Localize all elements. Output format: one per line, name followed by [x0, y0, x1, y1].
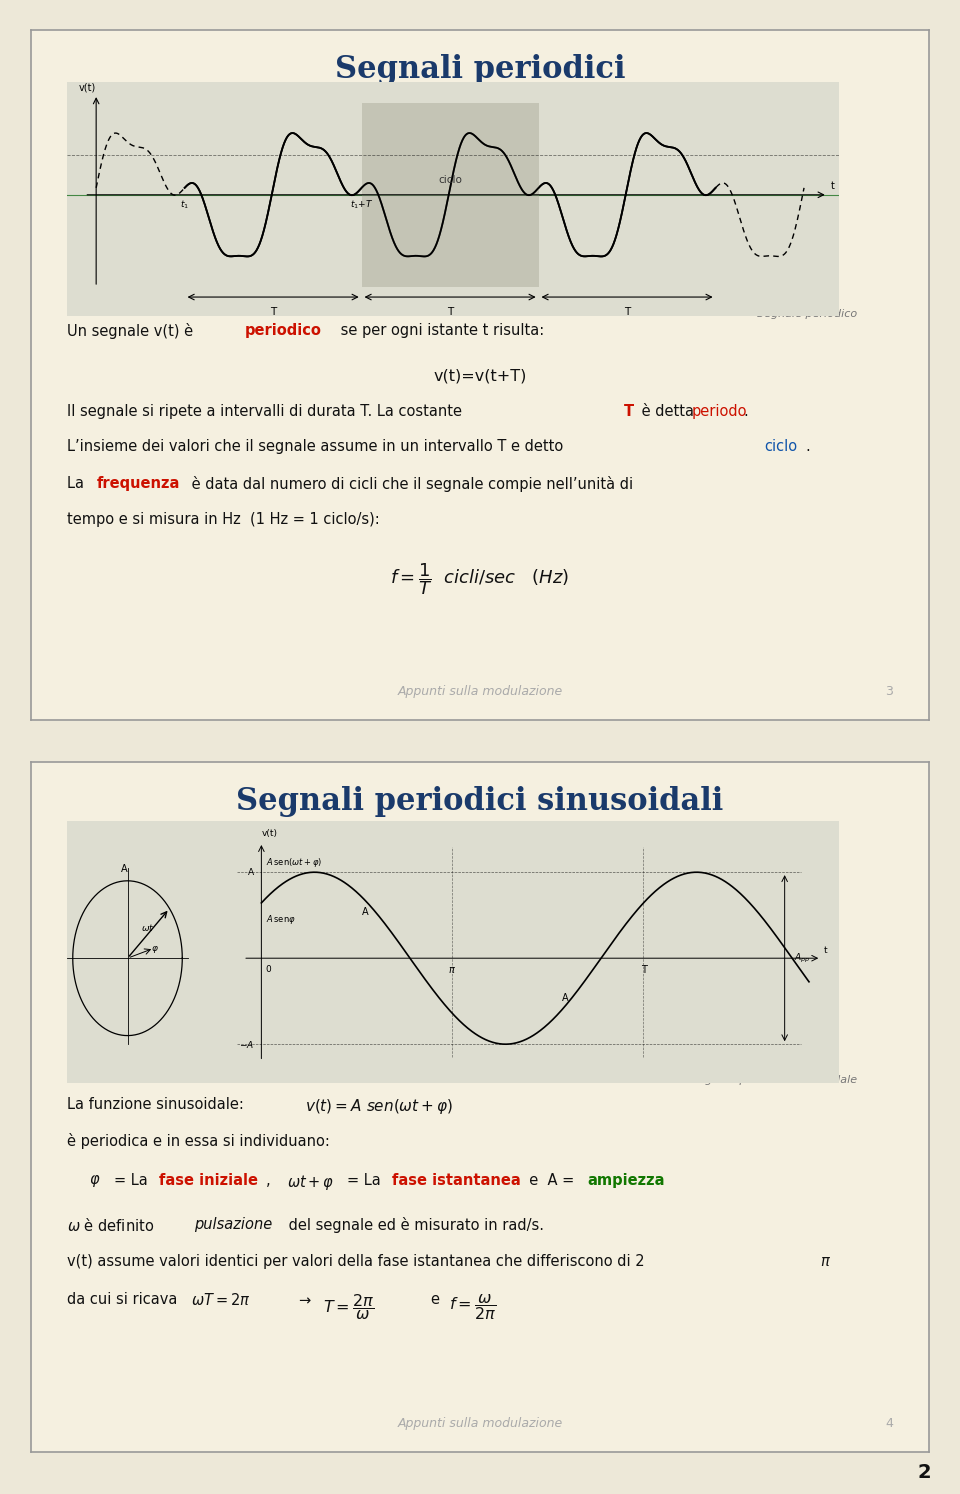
Text: $\pi$: $\pi$: [448, 965, 456, 976]
Text: $-A$: $-A$: [239, 1038, 254, 1050]
Text: del segnale ed è misurato in rad/s.: del segnale ed è misurato in rad/s.: [284, 1218, 544, 1234]
Text: v(t): v(t): [79, 82, 96, 93]
Text: periodico: periodico: [245, 323, 322, 338]
Text: T: T: [270, 308, 276, 317]
Text: periodo: periodo: [691, 403, 747, 418]
Text: è data dal numero di cicli che il segnale compie nell’unità di: è data dal numero di cicli che il segnal…: [187, 475, 634, 492]
Text: Appunti sulla modulazione: Appunti sulla modulazione: [397, 1418, 563, 1430]
Text: Segnali periodici: Segnali periodici: [335, 54, 625, 85]
Text: $\omega t + \varphi$: $\omega t + \varphi$: [287, 1173, 334, 1192]
Text: $\varphi$: $\varphi$: [151, 944, 158, 955]
Text: tempo e si misura in Hz  (1 Hz = 1 ciclo/s):: tempo e si misura in Hz (1 Hz = 1 ciclo/…: [66, 511, 379, 527]
Text: Segnale periodico: Segnale periodico: [757, 309, 857, 320]
Text: T: T: [447, 308, 453, 317]
Text: $\rightarrow$: $\rightarrow$: [296, 1292, 312, 1307]
Text: ampiezza: ampiezza: [588, 1173, 665, 1188]
Text: $\omega$ è definito: $\omega$ è definito: [66, 1218, 155, 1234]
Text: A: A: [563, 994, 569, 1002]
Text: $T = \dfrac{2\pi}{\omega}$: $T = \dfrac{2\pi}{\omega}$: [323, 1292, 374, 1322]
Text: v(t) assume valori identici per valori della fase istantanea che differiscono di: v(t) assume valori identici per valori d…: [66, 1253, 644, 1268]
Bar: [362, 103, 539, 287]
Text: T: T: [624, 308, 630, 317]
Text: .: .: [743, 403, 748, 418]
Text: $f = \dfrac{\omega}{2\pi}$: $f = \dfrac{\omega}{2\pi}$: [448, 1292, 496, 1322]
Text: fase istantanea: fase istantanea: [392, 1173, 520, 1188]
Text: 4: 4: [885, 1418, 894, 1430]
Text: $\varphi$: $\varphi$: [89, 1173, 101, 1189]
Text: A: A: [121, 864, 128, 874]
Text: è detta: è detta: [637, 403, 699, 418]
Text: v(t)=v(t+T): v(t)=v(t+T): [433, 368, 527, 382]
Text: 0: 0: [266, 965, 272, 974]
Text: frequenza: frequenza: [97, 475, 180, 490]
Text: è periodica e in essa si individuano:: è periodica e in essa si individuano:: [66, 1134, 329, 1149]
Text: La funzione sinusoidale:: La funzione sinusoidale:: [66, 1097, 244, 1112]
Text: $v(t) = A\ \mathit{sen}(\omega t + \varphi)$: $v(t) = A\ \mathit{sen}(\omega t + \varp…: [304, 1097, 453, 1116]
Text: se per ogni istante t risulta:: se per ogni istante t risulta:: [336, 323, 544, 338]
Text: ciclo: ciclo: [438, 175, 462, 185]
Text: $t_1{+}T$: $t_1{+}T$: [349, 199, 373, 212]
Text: A: A: [248, 868, 254, 877]
Text: t: t: [825, 946, 828, 955]
Text: Appunti sulla modulazione: Appunti sulla modulazione: [397, 686, 563, 698]
Text: Segnali periodici sinusoidali: Segnali periodici sinusoidali: [236, 786, 724, 817]
Text: Il segnale si ripete a intervalli di durata T. La costante: Il segnale si ripete a intervalli di dur…: [66, 403, 467, 418]
Text: $A\,\mathrm{sen}(\omega t+\varphi)$: $A\,\mathrm{sen}(\omega t+\varphi)$: [266, 856, 323, 870]
Text: $\omega T = 2\pi$: $\omega T = 2\pi$: [191, 1292, 251, 1309]
Text: da cui si ricava: da cui si ricava: [66, 1292, 186, 1307]
Text: La: La: [66, 475, 88, 490]
Text: pulsazione: pulsazione: [194, 1218, 273, 1233]
Text: T: T: [640, 965, 646, 976]
Text: t: t: [830, 181, 834, 191]
Text: T: T: [624, 403, 634, 418]
Text: Un segnale v(t) è: Un segnale v(t) è: [66, 323, 198, 339]
Text: A: A: [362, 907, 368, 917]
Text: Segnale periodico sinusoidale: Segnale periodico sinusoidale: [691, 1074, 857, 1085]
Text: $A\,\mathrm{sen}\varphi$: $A\,\mathrm{sen}\varphi$: [266, 913, 296, 926]
Text: $t_1$: $t_1$: [180, 199, 189, 212]
Text: e  A =: e A =: [520, 1173, 575, 1188]
Text: $f = \dfrac{1}{T}$  $\mathit{cicli/sec}$   $\mathit{(Hz)}$: $f = \dfrac{1}{T}$ $\mathit{cicli/sec}$ …: [391, 562, 569, 598]
Text: fase iniziale: fase iniziale: [159, 1173, 258, 1188]
Text: 3: 3: [885, 686, 894, 698]
Text: = La: = La: [347, 1173, 385, 1188]
Text: .: .: [805, 439, 810, 454]
Text: = La: = La: [114, 1173, 153, 1188]
Text: ,: ,: [266, 1173, 285, 1188]
Text: ciclo: ciclo: [764, 439, 797, 454]
Text: $\pi$: $\pi$: [820, 1253, 830, 1268]
Text: 2: 2: [918, 1463, 931, 1482]
Text: $\omega t$: $\omega t$: [141, 922, 155, 932]
Text: $A_{pp}$: $A_{pp}$: [794, 952, 810, 965]
Text: e: e: [431, 1292, 440, 1307]
Text: L’insieme dei valori che il segnale assume in un intervallo T e detto: L’insieme dei valori che il segnale assu…: [66, 439, 567, 454]
Text: v(t): v(t): [261, 829, 277, 838]
